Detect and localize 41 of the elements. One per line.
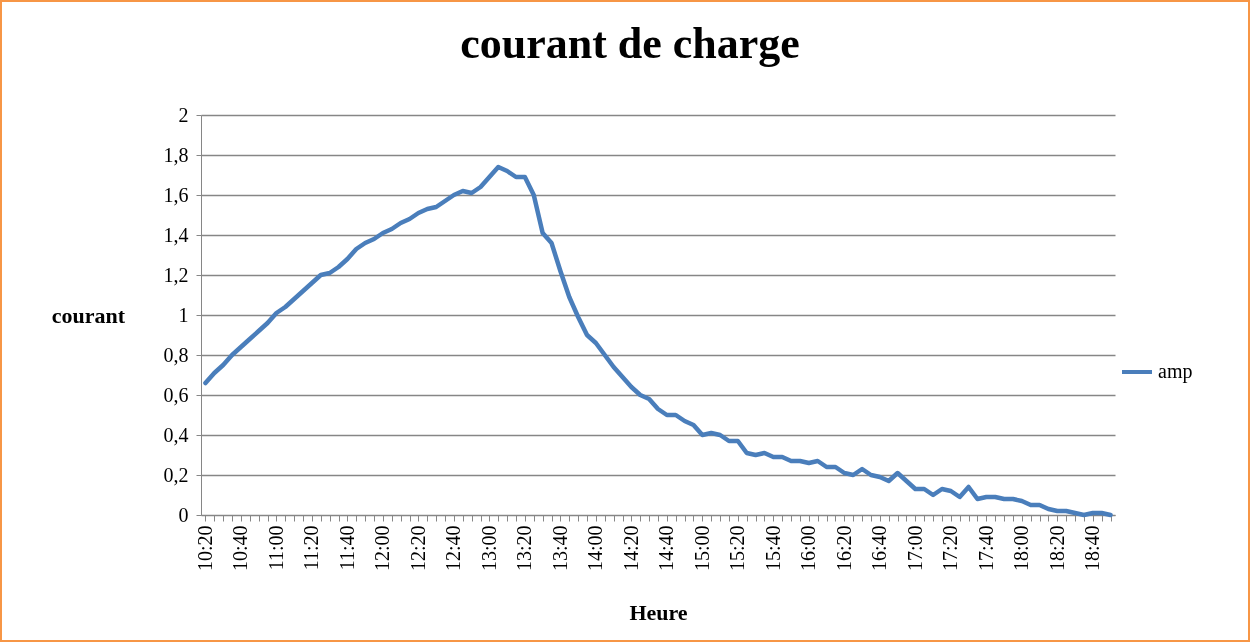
y-tick-label: 1 (178, 303, 189, 326)
x-tick-label: 12:40 (442, 525, 465, 572)
x-tick-label: 15:00 (690, 525, 713, 572)
x-tick-label: 11:20 (300, 525, 323, 571)
x-tick-label: 16:40 (868, 525, 891, 572)
x-tick-label: 10:40 (229, 525, 252, 572)
x-tick-label: 16:00 (797, 525, 820, 572)
y-tick-label: 0,2 (163, 463, 189, 486)
x-tick-label: 17:20 (939, 525, 962, 572)
x-tick-label: 16:20 (832, 525, 855, 572)
x-tick-label: 12:20 (406, 525, 429, 572)
y-tick-label: 2 (178, 103, 189, 126)
y-tick-label: 0,4 (163, 423, 189, 446)
y-tick-label: 0,8 (163, 343, 189, 366)
y-axis-title: courant (51, 302, 126, 328)
legend-label: amp (1158, 360, 1193, 383)
x-tick-label: 10:20 (193, 525, 216, 572)
y-tick-label: 0 (178, 503, 189, 526)
x-axis-title: Heure (629, 599, 688, 625)
x-tick-label: 18:20 (1045, 525, 1068, 572)
x-tick-label: 17:00 (903, 525, 926, 572)
chart-title: courant de charge (460, 19, 800, 68)
x-tick-label: 14:40 (655, 525, 678, 572)
x-tick-label: 14:20 (619, 525, 642, 572)
y-tick-label: 1,4 (163, 223, 189, 246)
x-tick-label: 11:00 (264, 525, 287, 571)
x-tick-label: 15:40 (761, 525, 784, 572)
y-tick-label: 1,6 (163, 183, 189, 206)
x-tick-label: 15:20 (726, 525, 749, 572)
y-tick-label: 0,6 (163, 383, 189, 406)
x-tick-label: 13:20 (513, 525, 536, 572)
x-tick-label: 18:00 (1010, 525, 1033, 572)
x-tick-label: 14:00 (584, 525, 607, 572)
y-tick-label: 1,8 (163, 143, 189, 166)
x-tick-label: 13:40 (548, 525, 571, 572)
y-tick-label: 1,2 (163, 263, 189, 286)
x-tick-label: 11:40 (335, 525, 358, 571)
x-tick-label: 13:00 (477, 525, 500, 572)
x-tick-label: 17:40 (974, 525, 997, 572)
x-tick-label: 18:40 (1081, 525, 1104, 572)
x-tick-label: 12:00 (371, 525, 394, 572)
